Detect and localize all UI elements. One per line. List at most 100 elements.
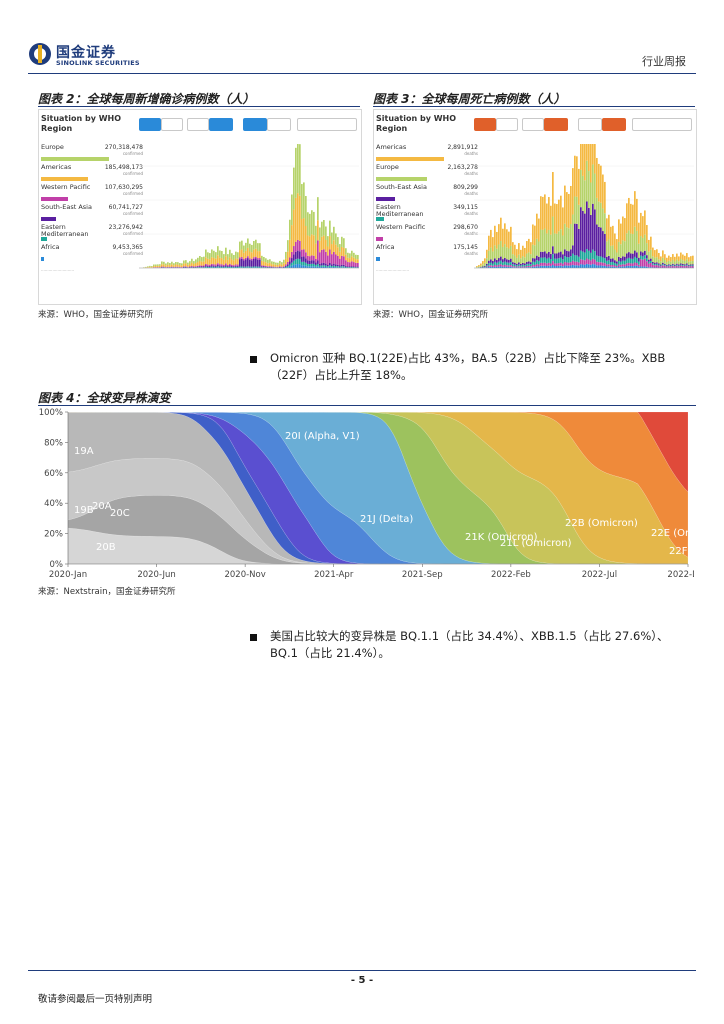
region-select[interactable]: [297, 118, 357, 131]
chart-bar-segment: [299, 258, 301, 265]
region-row[interactable]: Europe 270,318,478 confirmed: [41, 144, 169, 164]
region-row[interactable]: Western Pacific 298,670 deaths: [376, 224, 504, 244]
region-row[interactable]: Africa 9,453,365 confirmed: [41, 244, 169, 264]
chart-bar-segment: [630, 203, 632, 234]
chart-bar-segment: [622, 260, 624, 265]
daily-toggle[interactable]: [522, 118, 544, 131]
chart-bar-segment: [594, 264, 596, 268]
x-tick-label: 2020-Jun: [137, 570, 175, 580]
chart-bar-segment: [255, 258, 257, 267]
chart-bar-segment: [331, 254, 333, 265]
chart-bar-segment: [211, 263, 213, 266]
chart-bar-segment: [251, 244, 253, 253]
region-value: 107,630,295: [104, 184, 143, 191]
weekly-toggle[interactable]: [544, 118, 568, 131]
region-row[interactable]: South-East Asia 60,741,727 confirmed: [41, 204, 169, 224]
chart-bar-segment: [257, 267, 259, 268]
new-toggle[interactable]: [243, 118, 267, 131]
chart-bar-segment: [518, 266, 520, 268]
chart-bar-segment: [183, 266, 185, 267]
chart-bar-segment: [544, 262, 546, 266]
weekly-toggle[interactable]: [209, 118, 233, 131]
chart-bar-segment: [510, 258, 512, 263]
chart-bar-segment: [299, 144, 301, 196]
chart-bar-segment: [259, 267, 261, 268]
region-row[interactable]: South-East Asia 809,299 deaths: [376, 184, 504, 204]
region-row[interactable]: Eastern Mediterranean 23,276,942 confirmed: [41, 224, 169, 244]
chart-bar-segment: [626, 253, 628, 259]
chart-bar-segment: [492, 265, 494, 268]
region-row[interactable]: Eastern Mediterranean 349,115 deaths: [376, 204, 504, 224]
region-row[interactable]: Americas 185,498,173 confirmed: [41, 164, 169, 184]
chart-bar-segment: [676, 265, 678, 268]
chart-bar-segment: [692, 260, 694, 265]
chart-bar-segment: [183, 260, 185, 264]
chart-bar-segment: [259, 266, 261, 268]
chart-bar-segment: [530, 262, 532, 265]
chart-bar-segment: [644, 234, 646, 251]
chart-bar-segment: [646, 243, 648, 256]
chart-bar-segment: [524, 265, 526, 267]
chart-bar-segment: [656, 265, 658, 268]
chart-bar-segment: [488, 250, 490, 261]
chart-bar-segment: [285, 264, 287, 266]
chart-bar-segment: [666, 264, 668, 266]
region-value: 349,115: [453, 204, 478, 211]
chart-bar-segment: [227, 254, 229, 260]
chart-bar-segment: [321, 263, 323, 266]
region-row[interactable]: Americas 2,891,912 deaths: [376, 144, 504, 164]
chart-bar-segment: [556, 233, 558, 254]
chart-bar-segment: [576, 196, 578, 224]
chart-bar-segment: [672, 263, 674, 265]
chart-bar-segment: [598, 262, 600, 266]
chart-bar-segment: [291, 225, 293, 252]
chart-bar-segment: [217, 263, 219, 266]
region-row[interactable]: Africa 175,145 deaths: [376, 244, 504, 264]
chart-bar-segment: [640, 266, 642, 268]
total-toggle[interactable]: [602, 118, 626, 131]
region-row[interactable]: Western Pacific 107,630,295 confirmed: [41, 184, 169, 204]
daily-toggle[interactable]: [187, 118, 209, 131]
chart-bar-segment: [275, 262, 277, 265]
chart-bar-segment: [492, 260, 494, 264]
chart-bar-segment: [225, 266, 227, 268]
chart-bar-segment: [612, 225, 614, 246]
chart-bar-segment: [594, 209, 596, 252]
total-toggle[interactable]: [267, 118, 291, 131]
chart-bar-segment: [550, 253, 552, 260]
chart-bar-segment: [309, 236, 311, 257]
chart-bar-segment: [325, 239, 327, 252]
chart-bar-segment: [504, 257, 506, 262]
chart-bar-segment: [315, 262, 317, 265]
chart-bar-segment: [618, 241, 620, 257]
region-row[interactable]: Europe 2,163,278 deaths: [376, 164, 504, 184]
chart-toggle[interactable]: [496, 118, 518, 131]
chart-bar-segment: [568, 262, 570, 266]
chart-bar-segment: [273, 264, 275, 267]
new-toggle[interactable]: [578, 118, 602, 131]
chart-bar-segment: [546, 258, 548, 264]
cases-toggle[interactable]: [139, 118, 161, 131]
chart-bar-segment: [237, 264, 239, 266]
chart-bar-segment: [307, 260, 309, 264]
deaths-toggle[interactable]: [474, 118, 496, 131]
chart-bar-segment: [309, 264, 311, 267]
chart-bar-segment: [287, 251, 289, 262]
chart-bar-segment: [690, 261, 692, 265]
chart-bar-segment: [273, 261, 275, 265]
region-value: 60,741,727: [108, 204, 143, 211]
chart-bar-segment: [602, 262, 604, 266]
chart-bar-segment: [255, 267, 257, 268]
chart-toggle[interactable]: [161, 118, 183, 131]
region-select[interactable]: [632, 118, 692, 131]
weekly-deaths-chart: [474, 144, 694, 269]
chart-bar-segment: [672, 254, 674, 260]
chart-bar-segment: [205, 265, 207, 267]
chart-bar-segment: [548, 257, 550, 263]
chart-bar-segment: [259, 259, 261, 267]
region-bar: [41, 237, 47, 241]
chart-bar-segment: [199, 256, 201, 261]
chart-bar-segment: [243, 266, 245, 268]
chart-bar-segment: [480, 265, 482, 267]
chart-bar-segment: [181, 265, 183, 267]
